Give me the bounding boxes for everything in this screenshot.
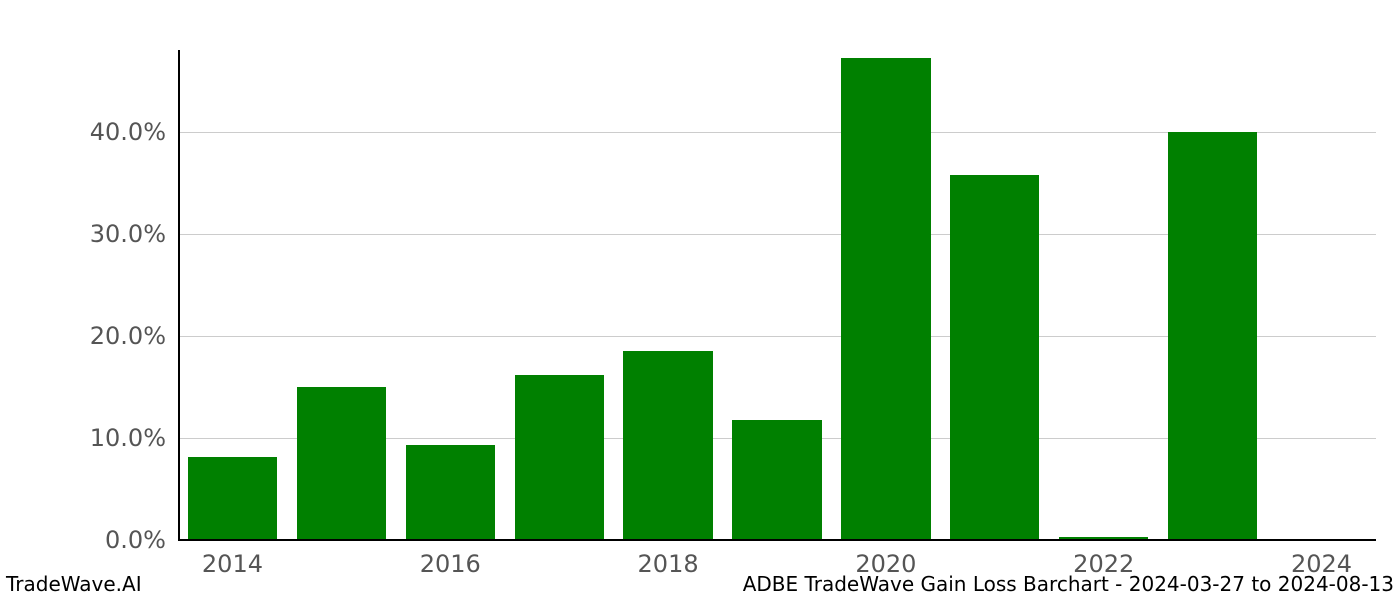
bar bbox=[1168, 132, 1257, 540]
bar bbox=[188, 457, 277, 540]
plot-area bbox=[178, 50, 1376, 540]
chart-container: TradeWave.AI ADBE TradeWave Gain Loss Ba… bbox=[0, 0, 1400, 600]
bar bbox=[297, 387, 386, 540]
xtick-label: 2024 bbox=[1291, 550, 1352, 578]
x-axis-line bbox=[178, 539, 1376, 541]
xtick-label: 2022 bbox=[1073, 550, 1134, 578]
ytick-label: 40.0% bbox=[90, 118, 166, 146]
ytick-label: 30.0% bbox=[90, 220, 166, 248]
bar bbox=[623, 351, 712, 540]
y-axis-line bbox=[178, 50, 180, 540]
ytick-label: 20.0% bbox=[90, 322, 166, 350]
xtick-label: 2016 bbox=[420, 550, 481, 578]
bar bbox=[732, 420, 821, 540]
xtick-label: 2020 bbox=[855, 550, 916, 578]
xtick-label: 2018 bbox=[638, 550, 699, 578]
bar bbox=[406, 445, 495, 540]
bar bbox=[515, 375, 604, 540]
ytick-label: 10.0% bbox=[90, 424, 166, 452]
footer-left-text: TradeWave.AI bbox=[6, 572, 142, 596]
xtick-label: 2014 bbox=[202, 550, 263, 578]
bar bbox=[950, 175, 1039, 540]
bar bbox=[841, 58, 930, 540]
ytick-label: 0.0% bbox=[105, 526, 166, 554]
